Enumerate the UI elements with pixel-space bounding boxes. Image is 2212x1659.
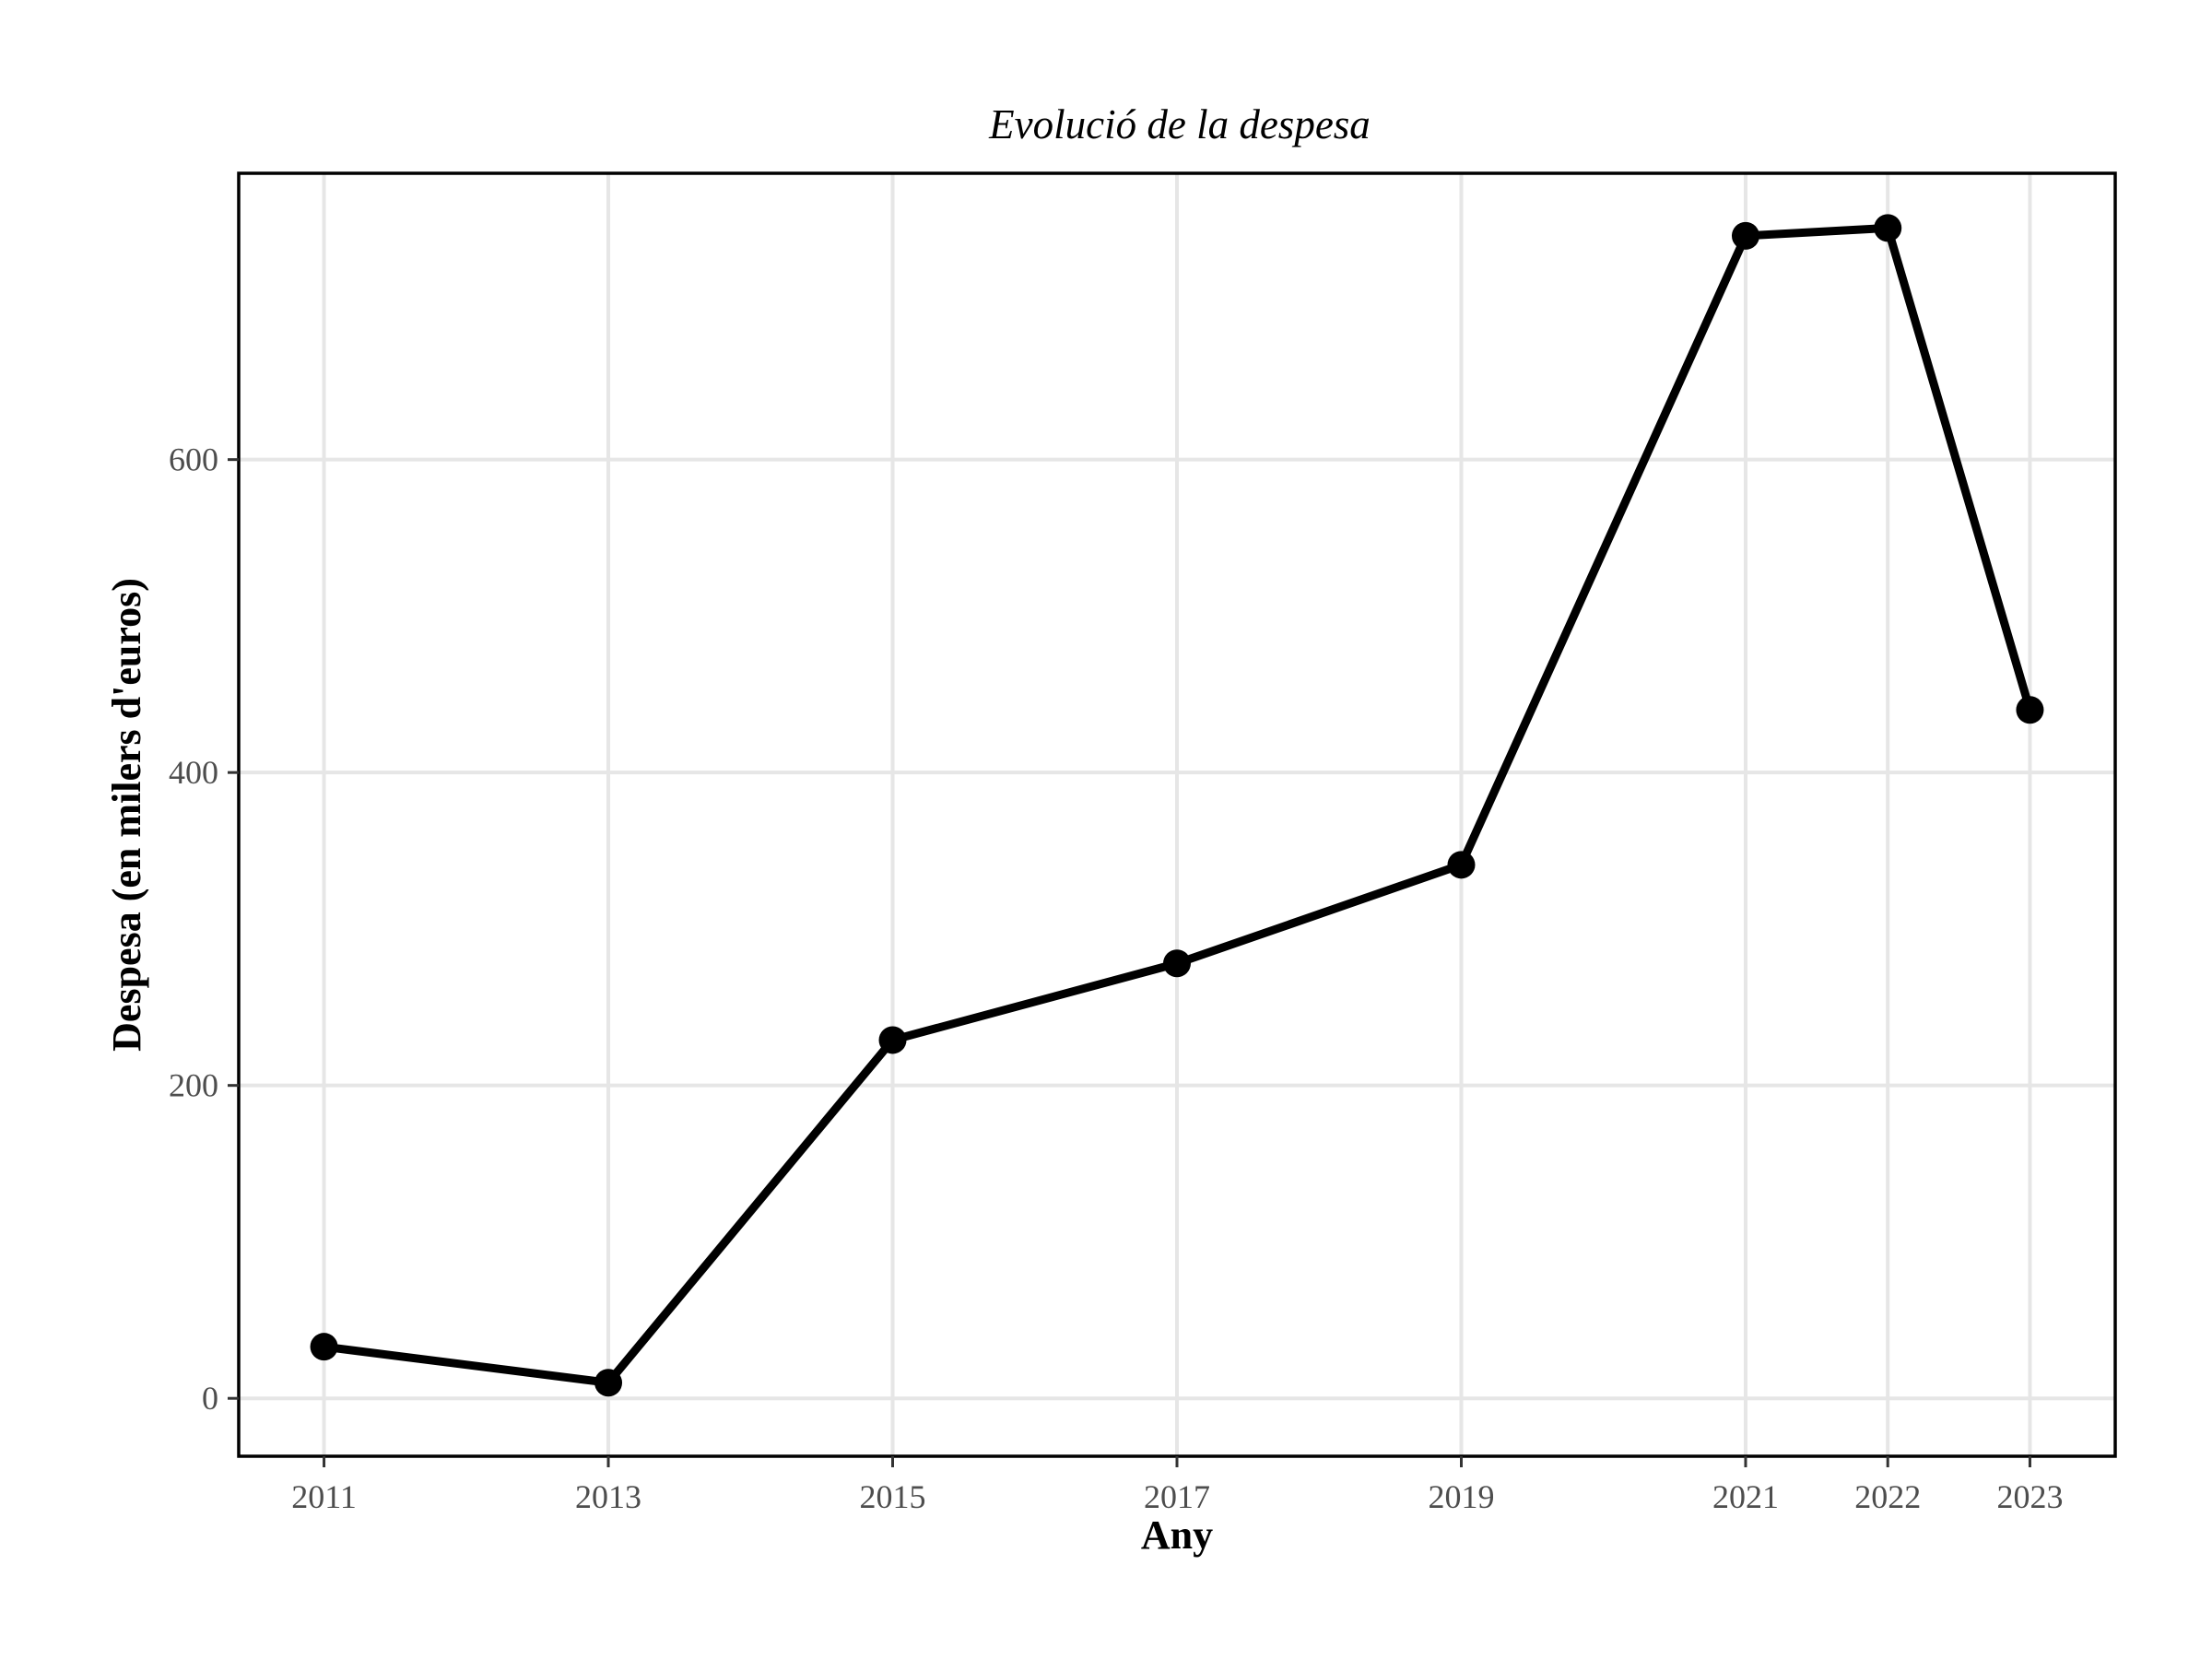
data-point: [1447, 851, 1476, 879]
x-tick-label: 2021: [1712, 1478, 1779, 1515]
series-line: [320, 223, 2034, 1387]
data-point: [310, 1333, 338, 1361]
chart-title: Evolució de la despesa: [988, 101, 1371, 147]
x-tick-label: 2023: [1996, 1478, 2063, 1515]
x-tick-label: 2011: [291, 1478, 357, 1515]
series-layer: [310, 214, 2044, 1397]
y-tick-label: 600: [169, 441, 218, 478]
data-point: [878, 1026, 907, 1054]
grid-lines: [239, 173, 2115, 1456]
data-point: [1874, 214, 1902, 242]
data-point: [2016, 696, 2044, 724]
axis-ticks: 2011 2013 2015 2017 2019 2021 2022 2023 0 200 400 6…: [169, 441, 2063, 1515]
x-tick-label: 2017: [1144, 1478, 1210, 1515]
x-tick-label: 2022: [1854, 1478, 1921, 1515]
y-axis-title: Despesa (en milers d'euros): [104, 578, 149, 1052]
data-point: [594, 1369, 623, 1397]
y-tick-label: 400: [169, 754, 218, 791]
x-tick-label: 2013: [575, 1478, 641, 1515]
y-tick-label: 0: [202, 1380, 218, 1417]
data-point: [1731, 221, 1759, 250]
x-tick-label: 2015: [860, 1478, 926, 1515]
x-tick-label: 2019: [1428, 1478, 1494, 1515]
y-tick-label: 200: [169, 1067, 218, 1104]
x-axis-title: Any: [1141, 1512, 1213, 1558]
data-point: [1163, 949, 1191, 978]
